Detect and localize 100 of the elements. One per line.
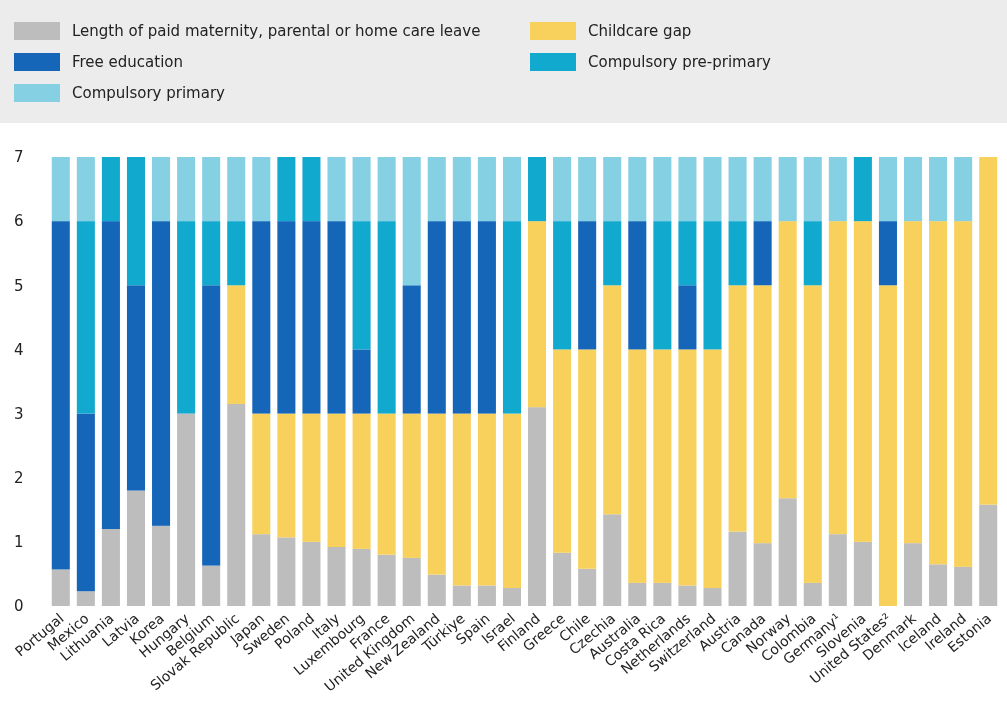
bar bbox=[327, 546, 346, 606]
bar bbox=[502, 588, 521, 606]
bar bbox=[603, 221, 622, 286]
legend-label: Free education bbox=[72, 53, 184, 71]
bar bbox=[302, 157, 321, 222]
bar bbox=[452, 157, 471, 222]
bar bbox=[377, 554, 396, 606]
bar bbox=[828, 534, 847, 606]
bar bbox=[728, 221, 747, 286]
bar bbox=[753, 157, 772, 222]
bar bbox=[828, 157, 847, 222]
bar bbox=[603, 157, 622, 222]
y-tick-label: 2 bbox=[14, 468, 24, 487]
bar bbox=[578, 157, 597, 222]
bar bbox=[277, 537, 296, 606]
legend-label: Length of paid maternity, parental or home care leave bbox=[72, 22, 481, 40]
bar bbox=[76, 591, 95, 606]
bar bbox=[979, 504, 998, 606]
bar bbox=[402, 557, 421, 606]
y-tick-label: 3 bbox=[14, 404, 24, 423]
bar bbox=[352, 413, 371, 549]
bar bbox=[352, 349, 371, 414]
bar bbox=[477, 413, 496, 586]
bar bbox=[227, 403, 246, 606]
bar bbox=[678, 285, 697, 350]
bar bbox=[252, 157, 271, 222]
bar bbox=[327, 221, 346, 414]
legend-label: Compulsory pre-primary bbox=[588, 53, 772, 71]
bar bbox=[628, 221, 647, 350]
bar bbox=[678, 349, 697, 586]
y-tick-label: 1 bbox=[14, 533, 24, 552]
bar bbox=[728, 285, 747, 532]
bar bbox=[628, 582, 647, 606]
bar bbox=[778, 221, 797, 499]
bar bbox=[628, 349, 647, 583]
bar bbox=[853, 221, 872, 542]
bar bbox=[277, 157, 296, 222]
bar bbox=[853, 541, 872, 606]
bar bbox=[227, 157, 246, 222]
bar bbox=[753, 221, 772, 286]
bar bbox=[101, 221, 120, 530]
bar bbox=[578, 568, 597, 606]
bar bbox=[803, 582, 822, 606]
bar bbox=[477, 585, 496, 606]
bar bbox=[152, 525, 171, 606]
bar bbox=[753, 285, 772, 544]
bar bbox=[853, 157, 872, 222]
bar bbox=[402, 413, 421, 558]
bar bbox=[427, 157, 446, 222]
bar bbox=[252, 534, 271, 606]
bar bbox=[427, 221, 446, 414]
y-tick-label: 5 bbox=[14, 276, 24, 295]
bar bbox=[578, 221, 597, 350]
bar bbox=[76, 157, 95, 222]
bar bbox=[126, 157, 145, 286]
bar bbox=[277, 221, 296, 414]
bar bbox=[904, 221, 923, 544]
bar bbox=[653, 582, 672, 606]
bar bbox=[653, 157, 672, 222]
bar bbox=[553, 552, 572, 606]
bar bbox=[51, 221, 70, 570]
bar bbox=[703, 588, 722, 606]
bar bbox=[528, 157, 547, 222]
bar bbox=[202, 157, 221, 222]
bar bbox=[553, 221, 572, 350]
y-tick-label: 0 bbox=[14, 597, 24, 616]
bar bbox=[177, 413, 196, 606]
bar bbox=[678, 221, 697, 286]
legend-label: Childcare gap bbox=[588, 22, 692, 40]
bar bbox=[904, 157, 923, 222]
bar bbox=[803, 157, 822, 222]
y-tick-label: 7 bbox=[14, 148, 24, 167]
bar bbox=[502, 221, 521, 414]
bar bbox=[603, 285, 622, 515]
bar bbox=[402, 285, 421, 414]
bar bbox=[202, 221, 221, 286]
bar bbox=[302, 413, 321, 542]
bar bbox=[277, 413, 296, 538]
bar bbox=[452, 585, 471, 606]
bar bbox=[653, 221, 672, 350]
bar bbox=[377, 413, 396, 555]
bar bbox=[327, 157, 346, 222]
bar bbox=[101, 529, 120, 606]
bar bbox=[703, 349, 722, 589]
bar bbox=[152, 157, 171, 222]
bar bbox=[728, 531, 747, 606]
bar bbox=[728, 157, 747, 222]
bar bbox=[929, 157, 948, 222]
bar bbox=[126, 285, 145, 491]
bar bbox=[904, 543, 923, 606]
bar bbox=[427, 413, 446, 575]
bar bbox=[76, 221, 95, 414]
bar bbox=[803, 285, 822, 583]
bar bbox=[528, 407, 547, 606]
bar bbox=[452, 221, 471, 414]
bar bbox=[753, 543, 772, 606]
bar bbox=[502, 413, 521, 589]
bar bbox=[152, 221, 171, 526]
bar bbox=[227, 285, 246, 404]
bar bbox=[703, 221, 722, 350]
